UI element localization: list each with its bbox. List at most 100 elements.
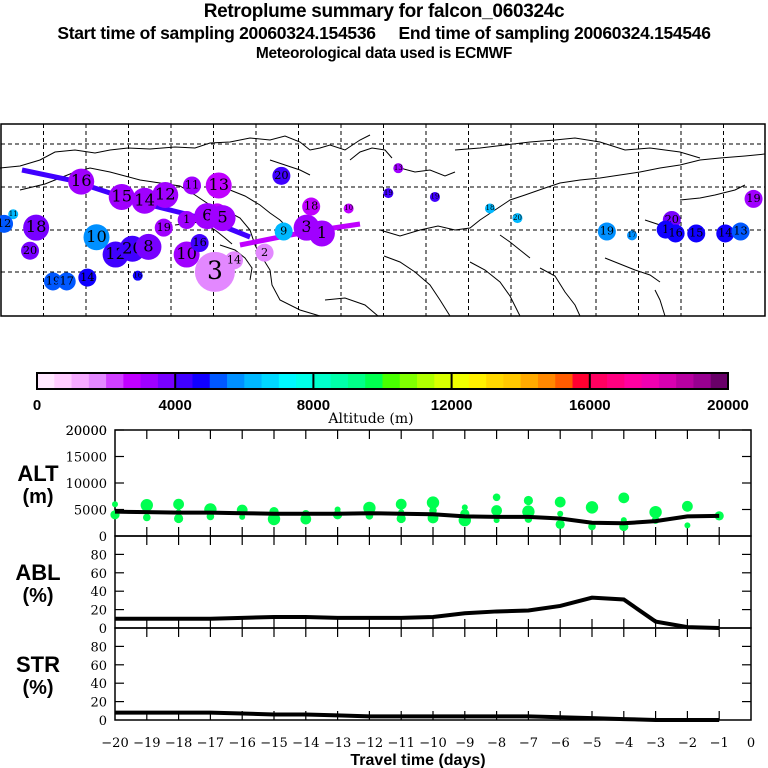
colorbar-cell <box>589 373 608 389</box>
cluster-marker: 13 <box>205 172 232 199</box>
panel-frame <box>114 535 752 629</box>
y-tick-label: 40 <box>90 677 107 692</box>
cluster-label: 8 <box>143 236 153 255</box>
cluster-dot <box>23 214 50 241</box>
altitude-point <box>557 510 564 517</box>
cluster-dot <box>194 251 235 292</box>
colorbar-cell <box>468 373 487 389</box>
altitude-point <box>426 496 440 509</box>
cluster-label: 20 <box>274 169 288 182</box>
cluster-marker: 19 <box>429 191 440 202</box>
cluster-dot <box>393 163 404 174</box>
cluster-label: 11 <box>9 210 18 218</box>
cluster-label: 6 <box>202 206 212 225</box>
y-tick-label: 20 <box>90 696 107 711</box>
colorbar-cell <box>175 373 193 389</box>
altitude-point <box>491 505 502 516</box>
cluster-marker: 14 <box>78 268 97 287</box>
cluster-dot <box>666 224 685 243</box>
colorbar-tick-label: 0 <box>33 397 41 414</box>
colorbar-cell <box>503 373 522 389</box>
cluster-marker: 17 <box>627 230 638 241</box>
cluster-dot <box>131 187 158 214</box>
cluster-label: 10 <box>344 204 353 212</box>
abl-line <box>115 595 720 630</box>
x-tick-label: −2 <box>678 736 697 751</box>
cluster-label: 19 <box>746 192 760 205</box>
cluster-label: 18 <box>485 204 494 212</box>
cluster-label: 18 <box>26 217 47 236</box>
x-tick-label: −11 <box>387 736 414 751</box>
cluster-label: 16 <box>668 227 682 240</box>
panel-yunit: (m) <box>22 486 53 508</box>
x-tick-label: −3 <box>646 736 665 751</box>
cluster-label: 3 <box>301 217 311 236</box>
colorbar-cell <box>347 373 366 389</box>
colorbar-cell <box>607 373 625 389</box>
cluster-dot <box>731 222 750 241</box>
colorbar-cell <box>123 373 142 389</box>
cluster-marker: 9 <box>274 222 293 241</box>
cluster-dot <box>21 241 40 260</box>
altitude-point <box>523 495 534 506</box>
altitude-point <box>461 504 468 511</box>
y-tick-label: 60 <box>90 659 107 674</box>
cluster-dot <box>152 182 179 209</box>
colorbar-cell <box>624 373 643 389</box>
x-tick-label: −13 <box>324 736 351 751</box>
end-time: 20060324.154546 <box>574 23 711 43</box>
x-tick-label: −8 <box>487 736 506 751</box>
colorbar-cell <box>676 373 694 389</box>
cluster-marker: 11 <box>8 209 19 220</box>
colorbar-cell <box>106 373 124 389</box>
colorbar-cell <box>417 373 435 389</box>
cluster-label: 20 <box>23 244 37 257</box>
cluster-marker: 18 <box>484 203 495 214</box>
cluster-label: 16 <box>133 271 142 279</box>
y-tick-label: 0 <box>99 530 107 545</box>
panel-yunit: (%) <box>22 677 53 699</box>
colorbar: 0 4000 8000 12000 16000 20000 Altitude (m) <box>33 372 749 427</box>
panel-frame <box>114 627 752 721</box>
cluster-marker: 20 <box>512 213 523 224</box>
colorbar-frame <box>36 372 729 390</box>
colorbar-cell <box>296 373 314 389</box>
cluster-dot <box>108 183 135 210</box>
cluster-dot <box>183 176 201 195</box>
cluster-marker: 15 <box>108 183 135 210</box>
cluster-dot <box>597 222 616 241</box>
cluster-dot <box>68 168 95 195</box>
colorbar-cell <box>88 373 107 389</box>
map-panel: 1615141211137651191820111210122081619171… <box>0 123 766 317</box>
altitude-point <box>300 513 312 525</box>
cluster-marker: 19 <box>744 189 763 208</box>
cluster-dot <box>190 234 209 253</box>
colorbar-cell <box>382 373 401 389</box>
colorbar-cell <box>520 373 539 389</box>
cluster-marker: 12 <box>0 214 14 233</box>
cluster-markers: 1615141211137651191820111210122081619171… <box>0 163 763 292</box>
x-tick-label: −9 <box>455 736 474 751</box>
cluster-marker: 16 <box>132 270 143 281</box>
altitude-point <box>174 513 184 524</box>
cluster-label: 3 <box>207 256 223 285</box>
panel-yunit: (%) <box>22 585 53 607</box>
cluster-marker: 18 <box>302 197 321 216</box>
cluster-dot <box>177 211 196 229</box>
cluster-dot <box>0 214 14 233</box>
colorbar-cell <box>486 373 504 389</box>
colorbar-cell <box>71 373 90 389</box>
cluster-dot <box>687 224 706 243</box>
panel-ylabel: ABL <box>15 560 60 585</box>
cluster-dot <box>8 209 19 220</box>
altitude-point <box>173 498 185 510</box>
colorbar-cell <box>451 373 470 389</box>
x-tick-label: 0 <box>747 736 755 751</box>
cluster-dot <box>744 189 763 208</box>
cluster-dot <box>429 191 440 202</box>
colorbar-tick-label: 16000 <box>569 397 611 414</box>
cluster-marker: 10 <box>343 203 354 214</box>
cluster-marker: 3 <box>194 251 235 292</box>
